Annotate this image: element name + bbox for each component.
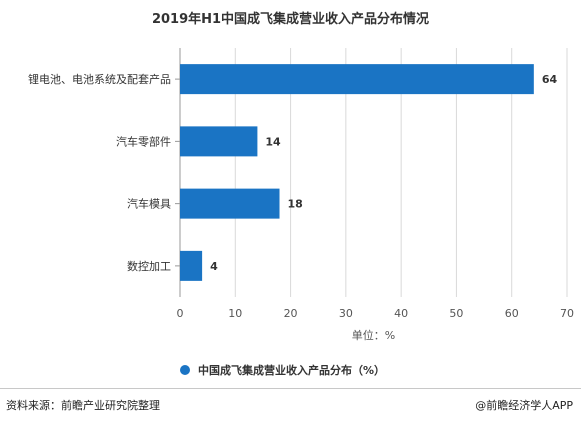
- x-tick-label: 30: [339, 307, 353, 320]
- legend-label: 中国成飞集成营业收入产品分布（%）: [198, 364, 386, 377]
- chart-legend: 中国成飞集成营业收入产品分布（%）: [180, 362, 385, 378]
- category-label: 数控加工: [127, 259, 171, 273]
- footer-divider: [0, 388, 581, 389]
- bar: [180, 250, 203, 281]
- x-tick-label: 0: [177, 307, 184, 320]
- bar: [180, 188, 280, 219]
- x-tick-label: 20: [284, 307, 298, 320]
- category-label: 锂电池、电池系统及配套产品: [28, 72, 171, 86]
- credit-note: @前瞻经济学人APP: [475, 399, 573, 412]
- x-tick-label: 40: [394, 307, 408, 320]
- x-tick-label: 60: [505, 307, 519, 320]
- x-tick-label: 70: [560, 307, 574, 320]
- x-tick-label: 10: [228, 307, 242, 320]
- value-label: 64: [542, 73, 558, 86]
- bar: [180, 64, 534, 95]
- legend-marker: [180, 365, 190, 375]
- chart-title: 2019年H1中国成飞集成营业收入产品分布情况: [151, 12, 430, 27]
- x-axis-label: 单位：%: [352, 328, 395, 342]
- x-tick-label: 50: [449, 307, 463, 320]
- value-label: 14: [265, 135, 281, 148]
- category-label: 汽车零部件: [116, 134, 171, 148]
- source-note: 资料来源：前瞻产业研究院整理: [6, 399, 160, 412]
- category-label: 汽车模具: [127, 197, 171, 211]
- value-label: 18: [288, 198, 303, 211]
- value-label: 4: [210, 260, 218, 273]
- bar: [180, 126, 258, 157]
